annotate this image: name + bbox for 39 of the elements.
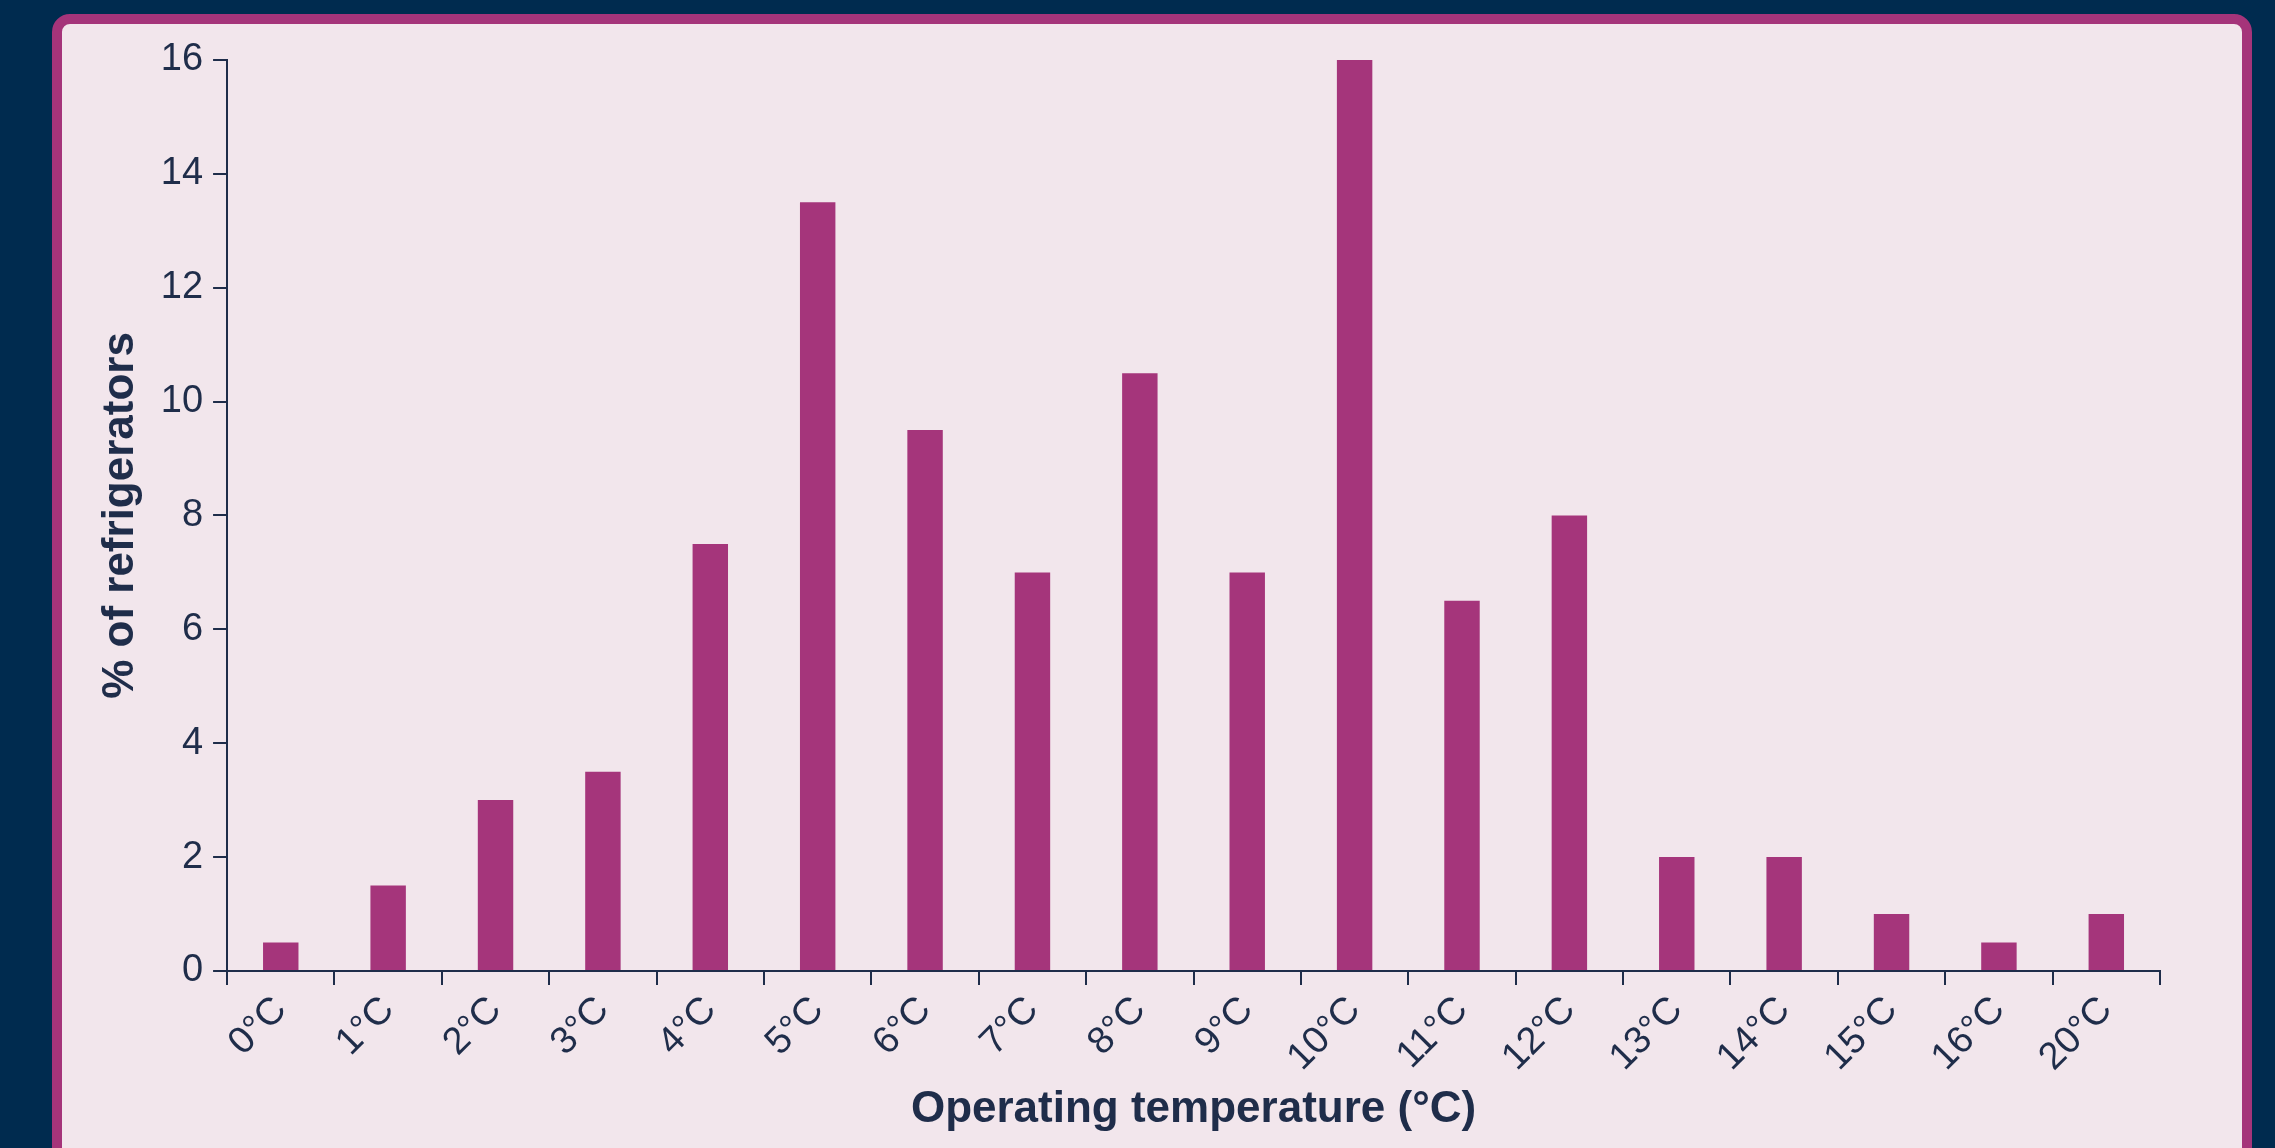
bar bbox=[477, 800, 514, 970]
bar bbox=[799, 202, 836, 970]
x-tick-label: 6°C bbox=[863, 987, 939, 1063]
y-tick-label: 2 bbox=[181, 833, 204, 876]
bar bbox=[1444, 600, 1480, 970]
y-tick-label: 0 bbox=[181, 947, 204, 990]
y-tick-label: 10 bbox=[160, 378, 204, 421]
y-tick-label: 8 bbox=[181, 491, 204, 534]
bar bbox=[1014, 572, 1051, 970]
x-tick-label: 7°C bbox=[970, 987, 1046, 1063]
x-tick-label: 0°C bbox=[219, 987, 294, 1063]
bar bbox=[1122, 373, 1158, 970]
x-axis-title: Operating temperature (°C) bbox=[910, 1081, 1477, 1131]
x-tick-label: 4°C bbox=[648, 987, 724, 1063]
y-tick-label: 4 bbox=[181, 719, 204, 762]
bar bbox=[907, 430, 943, 970]
x-tick-label: 3°C bbox=[541, 987, 616, 1063]
bar bbox=[585, 771, 621, 970]
x-tick-label: 8°C bbox=[1078, 987, 1153, 1063]
bar bbox=[692, 543, 729, 970]
bar bbox=[1873, 913, 1910, 970]
bar bbox=[370, 885, 406, 970]
x-tick-label: 2°C bbox=[433, 987, 509, 1063]
bar bbox=[1981, 942, 2017, 970]
bar bbox=[1659, 857, 1695, 970]
bar bbox=[263, 942, 299, 970]
x-tick-label: 5°C bbox=[755, 987, 831, 1063]
bar bbox=[1766, 857, 1802, 970]
x-tick-label: 1°C bbox=[326, 987, 402, 1063]
y-tick-label: 12 bbox=[160, 264, 204, 307]
y-tick-label: 14 bbox=[160, 150, 204, 193]
bar bbox=[1336, 60, 1373, 970]
bar bbox=[2088, 913, 2125, 970]
y-axis-title: % of refrigerators bbox=[92, 332, 142, 699]
y-tick-label: 16 bbox=[160, 36, 204, 79]
y-tick-label: 6 bbox=[181, 605, 204, 648]
bar bbox=[1229, 572, 1265, 970]
bar bbox=[1551, 515, 1588, 970]
x-tick-label: 9°C bbox=[1185, 987, 1261, 1063]
